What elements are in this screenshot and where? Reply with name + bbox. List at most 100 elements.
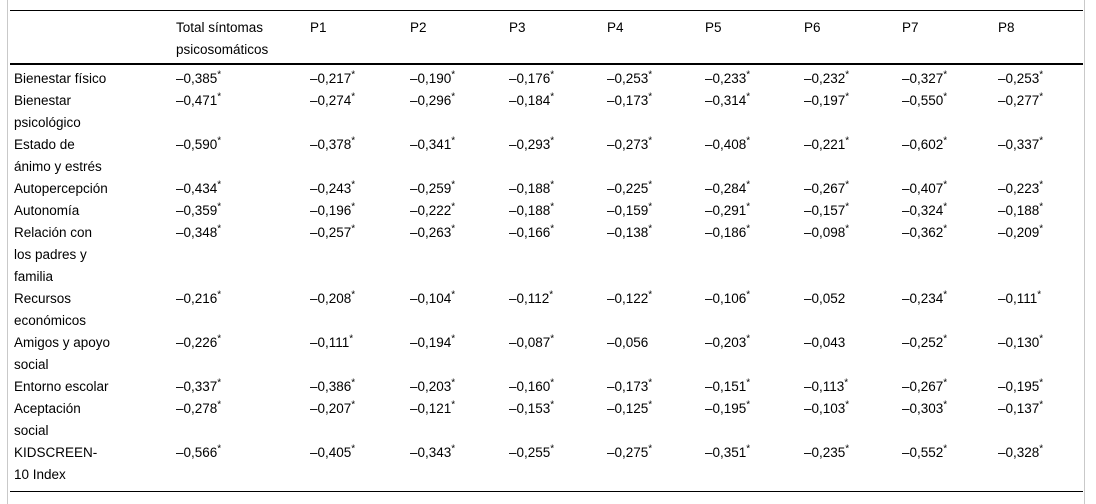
correlation-cell: –0,186*	[705, 223, 751, 240]
significance-marker: *	[550, 91, 555, 103]
correlation-cell: –0,590*	[176, 135, 222, 152]
significance-marker: *	[217, 399, 222, 411]
significance-marker: *	[351, 201, 356, 213]
significance-marker: *	[845, 179, 850, 191]
table-header: Total síntomas psicosomáticos P1 P2 P3 P4 P5 P…	[10, 10, 1083, 65]
row-label: Autopercepción	[14, 181, 108, 196]
table-header-row: Total síntomas psicosomáticos P1 P2 P3 P4 P5 P…	[10, 10, 1083, 65]
correlation-cell: –0,362*	[902, 223, 948, 240]
table-row-bienestar-fisico: Bienestar físico –0,385* –0,217* –0,190* –0,…	[10, 64, 1083, 90]
correlation-cell: –0,087*	[509, 333, 555, 350]
correlation-cell: –0,234*	[902, 289, 948, 306]
correlation-cell: –0,173*	[607, 377, 653, 394]
correlation-cell: –0,550*	[902, 91, 948, 108]
correlation-cell: –0,194*	[410, 333, 456, 350]
significance-marker: *	[550, 443, 555, 455]
significance-marker: *	[451, 223, 456, 235]
column-header-p8: P8	[998, 10, 1083, 65]
significance-marker: *	[845, 443, 850, 455]
correlation-cell: –0,343*	[410, 443, 456, 460]
significance-marker: *	[217, 443, 222, 455]
significance-marker: *	[845, 201, 850, 213]
significance-marker: *	[746, 399, 751, 411]
correlation-cell: –0,263*	[410, 223, 456, 240]
column-header-p6: P6	[804, 10, 902, 65]
significance-marker: *	[550, 377, 555, 389]
significance-marker: *	[550, 179, 555, 191]
significance-marker: *	[1039, 333, 1044, 345]
significance-marker: *	[1037, 289, 1042, 301]
correlation-cell: –0,138*	[607, 223, 653, 240]
correlation-cell: –0,104*	[410, 289, 456, 306]
correlation-cell: –0,296*	[410, 91, 456, 108]
significance-marker: *	[217, 289, 222, 301]
significance-marker: *	[943, 201, 948, 213]
significance-marker: *	[550, 223, 555, 235]
significance-marker: *	[1039, 91, 1044, 103]
correlation-cell: –0,408*	[705, 135, 751, 152]
significance-marker: *	[217, 201, 222, 213]
correlation-cell: –0,291*	[705, 201, 751, 218]
row-label: Bienestar psicológico	[14, 93, 81, 130]
correlation-cell: –0,233*	[705, 69, 751, 86]
correlation-cell: –0,407*	[902, 179, 948, 196]
significance-marker: *	[943, 223, 948, 235]
significance-marker: *	[648, 201, 653, 213]
correlation-cell: –0,235*	[804, 443, 850, 460]
significance-marker: *	[217, 333, 222, 345]
correlation-cell: –0,378*	[310, 135, 356, 152]
correlation-cell: –0,111*	[310, 333, 354, 350]
significance-marker: *	[746, 289, 751, 301]
significance-marker: *	[351, 399, 356, 411]
column-header-p7: P7	[902, 10, 998, 65]
row-label: Estado de ánimo y estrés	[14, 137, 102, 174]
correlation-cell: –0,278*	[176, 399, 222, 416]
significance-marker: *	[845, 223, 850, 235]
significance-marker: *	[550, 135, 555, 147]
table-row-bienestar: Bienestar psicológico –0,471* –0,274* –0,29…	[10, 90, 1083, 134]
correlation-cell: –0,195*	[998, 377, 1044, 394]
correlation-cell: –0,151*	[705, 377, 751, 394]
significance-marker: *	[648, 135, 653, 147]
column-header-p2: P2	[410, 10, 509, 65]
correlation-cell: –0,275*	[607, 443, 653, 460]
table-row-autopercepcion: Autopercepción –0,434* –0,243* –0,259* –0,18…	[10, 178, 1083, 200]
correlation-cell: –0,274*	[310, 91, 356, 108]
significance-marker: *	[746, 91, 751, 103]
correlation-cell: –0,385*	[176, 69, 222, 86]
correlation-cell: –0,273*	[607, 135, 653, 152]
row-label: KIDSCREEN- 10 Index	[14, 445, 98, 482]
significance-marker: *	[648, 443, 653, 455]
significance-marker: *	[648, 91, 653, 103]
correlation-cell: –0,222*	[410, 201, 456, 218]
correlation-cell: –0,216*	[176, 289, 222, 306]
row-label: Autonomía	[14, 203, 80, 218]
correlation-cell: –0,303*	[902, 399, 948, 416]
significance-marker: *	[550, 399, 555, 411]
significance-marker: *	[351, 443, 356, 455]
correlation-cell: –0,056	[607, 335, 649, 350]
significance-marker: *	[217, 91, 222, 103]
table-row-amigos-y-apoyo: Amigos y apoyo social –0,226* –0,111* –0,19…	[10, 332, 1083, 376]
correlation-cell: –0,157*	[804, 201, 850, 218]
correlation-cell: –0,337*	[998, 135, 1044, 152]
significance-marker: *	[943, 333, 948, 345]
correlation-cell: –0,188*	[509, 179, 555, 196]
significance-marker: *	[845, 69, 850, 81]
significance-marker: *	[451, 69, 456, 81]
correlation-cell: –0,209*	[998, 223, 1044, 240]
significance-marker: *	[217, 179, 222, 191]
correlation-cell: –0,226*	[176, 333, 222, 350]
correlation-cell: –0,348*	[176, 223, 222, 240]
correlation-cell: –0,103*	[804, 399, 850, 416]
correlation-cell: –0,221*	[804, 135, 850, 152]
correlation-cell: –0,122*	[607, 289, 653, 306]
table-row-recursos: Recursos económicos –0,216* –0,208* –0,104*…	[10, 288, 1083, 332]
correlation-cell: –0,602*	[902, 135, 948, 152]
correlation-cell: –0,052	[804, 291, 846, 306]
significance-marker: *	[943, 179, 948, 191]
significance-marker: *	[351, 223, 356, 235]
significance-marker: *	[351, 135, 356, 147]
correlation-cell: –0,113*	[804, 377, 849, 394]
